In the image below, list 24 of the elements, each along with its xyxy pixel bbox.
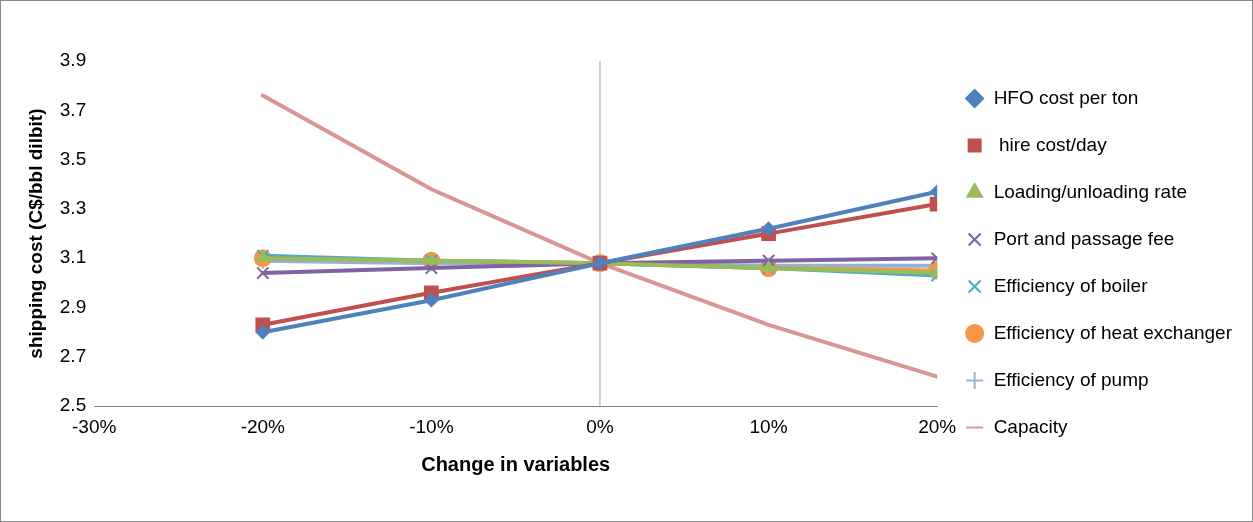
legend-label: Efficiency of boiler xyxy=(993,274,1149,296)
x-tick-label: 0% xyxy=(586,415,614,437)
legend-label: Loading/unloading rate xyxy=(993,180,1187,202)
y-tick-label: 2.5 xyxy=(59,394,87,416)
x-tick-label: -10% xyxy=(409,415,454,437)
legend-label: Port and passage fee xyxy=(993,227,1175,249)
y-axis-title: shipping cost (C$/bbl dilbit) xyxy=(24,108,46,359)
x-tick-label: 10% xyxy=(749,415,788,437)
x-tick-label: -30% xyxy=(72,415,117,437)
legend-label: Efficiency of pump xyxy=(993,368,1149,390)
y-tick-label: 2.9 xyxy=(59,295,87,317)
y-tick-label: 3.5 xyxy=(59,147,87,169)
x-axis-title: Change in variables xyxy=(421,452,611,475)
x-tick-label: 20% xyxy=(918,415,957,437)
y-tick-label: 3.3 xyxy=(59,197,87,219)
y-tick-label: 2.7 xyxy=(59,345,87,367)
legend-label: HFO cost per ton xyxy=(993,86,1139,108)
legend-label: hire cost/day xyxy=(993,133,1108,155)
x-tick-label: -20% xyxy=(240,415,286,437)
y-tick-label: 3.7 xyxy=(59,98,87,120)
y-tick-label: 3.9 xyxy=(59,49,87,71)
legend-label: Capacity xyxy=(993,415,1069,437)
legend-label: Efficiency of heat exchanger xyxy=(993,321,1233,343)
y-tick-label: 3.1 xyxy=(59,246,87,268)
